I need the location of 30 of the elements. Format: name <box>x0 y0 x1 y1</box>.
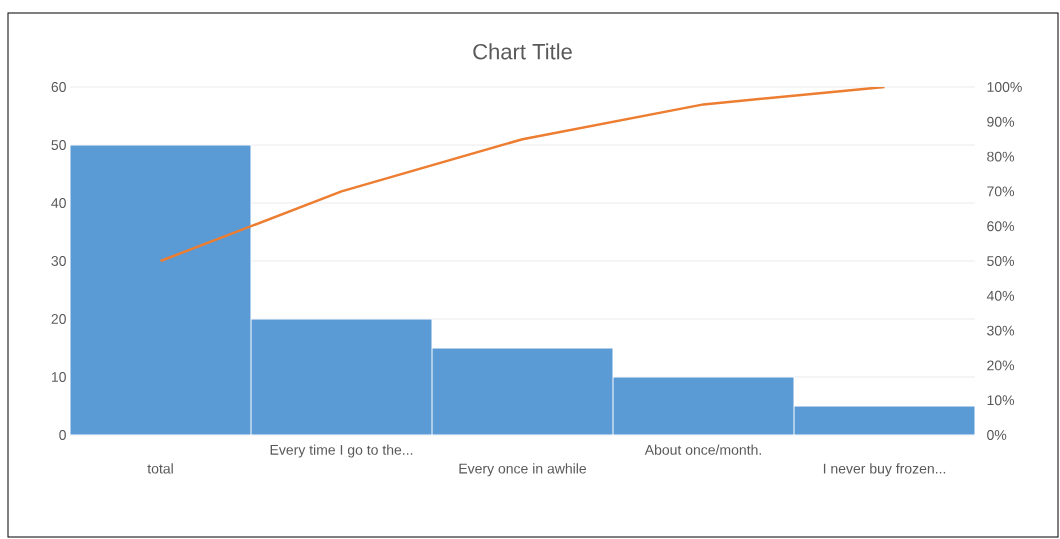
y2-tick-label: 40% <box>986 290 1015 301</box>
y2-tick-label: 20% <box>987 360 1015 371</box>
bar <box>793 405 976 435</box>
bar <box>613 377 795 435</box>
bar <box>251 319 433 435</box>
y-tick-label: 60 <box>51 82 66 92</box>
x-tick-label: Every once in awhile <box>459 463 587 477</box>
y2-tick-label: 100% <box>987 82 1022 92</box>
y-tick-label: 50 <box>51 140 66 150</box>
x-tick-label: About once/month. <box>644 444 761 455</box>
x-tick-label: total <box>147 463 173 474</box>
y-tick-label: 40 <box>51 198 66 208</box>
chart-title: Chart Title <box>473 43 572 60</box>
y2-tick-label: 90% <box>987 116 1015 127</box>
y2-tick-label: 50% <box>987 256 1015 266</box>
y2-tick-label: 0% <box>987 430 1007 440</box>
x-tick-label: I never buy frozen... <box>823 463 946 477</box>
y2-tick-label: 60% <box>987 221 1015 232</box>
y-tick-label: 30 <box>51 256 66 266</box>
bar <box>70 145 252 435</box>
y2-tick-label: 30% <box>987 325 1015 336</box>
y-tick-label: 10 <box>51 372 66 382</box>
y2-tick-label: 10% <box>987 395 1015 406</box>
bar <box>432 348 613 435</box>
y-tick-label: 0 <box>59 430 66 440</box>
y2-tick-label: 70% <box>987 186 1015 197</box>
line-series <box>159 87 886 263</box>
y2-tick-label: 80% <box>987 151 1015 162</box>
x-tick-label: Every time I go to the... <box>270 444 413 458</box>
y-tick-label: 20 <box>51 314 66 324</box>
